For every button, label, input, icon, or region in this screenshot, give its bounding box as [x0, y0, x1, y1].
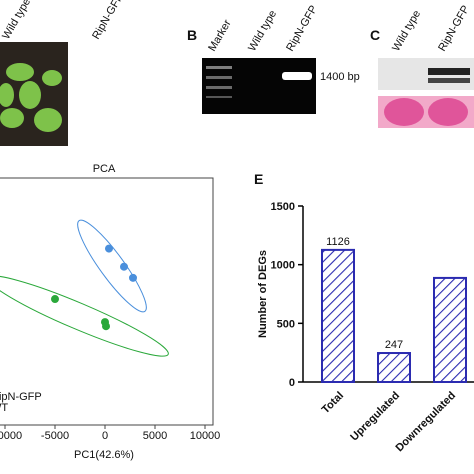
plot-frame	[0, 177, 214, 426]
confidence-ellipse	[0, 275, 169, 357]
y-tick-label: 1000	[271, 260, 295, 272]
sample-label: RipN-GFP	[90, 0, 126, 41]
panel-letter: C	[370, 27, 380, 43]
x-tick-label: Upregulated	[348, 390, 402, 444]
point	[102, 322, 110, 331]
point	[51, 295, 59, 304]
y-axis-label: Number of DEGs	[257, 250, 269, 338]
bar	[433, 276, 467, 383]
x-tick-label: Downregulated	[393, 390, 458, 455]
sample-label: Wild type	[0, 0, 33, 41]
marker-bands	[206, 66, 232, 98]
y-tick-label: 1500	[271, 201, 295, 213]
panel-letter: B	[187, 27, 197, 43]
point	[105, 244, 113, 253]
x-axis-label: PC1(42.6%)	[74, 449, 134, 461]
lane-label: Wild type	[390, 8, 423, 53]
bar	[377, 352, 411, 384]
x-tick-label: Total	[320, 390, 346, 416]
panel-b: B Marker Wild type RipN-GFP 1400 bp	[187, 4, 360, 114]
value-label: 247	[385, 339, 403, 351]
point	[120, 262, 128, 271]
panel-letter: E	[254, 171, 263, 187]
lane-label: Wild type	[246, 8, 279, 53]
x-tick-label: 0	[102, 430, 108, 442]
gel-band	[282, 72, 312, 80]
rosettes	[0, 63, 62, 132]
blot-band	[428, 68, 470, 75]
lane-label: RipN-GFP	[436, 4, 472, 54]
y-tick-label: 500	[277, 318, 295, 330]
blot-band	[428, 78, 470, 83]
x-tick-label: 5000	[143, 430, 167, 442]
lane-label: Marker	[206, 18, 234, 54]
stain-spot	[428, 98, 468, 126]
x-tick-label: -10000	[0, 430, 22, 442]
lane-label: RipN-GFP	[284, 4, 320, 54]
panel-e: E Number of DEGs 0 500 1000 1500 1126 Total 24…	[254, 171, 474, 454]
panel-c: C Wild type RipN-GFP	[370, 4, 474, 128]
x-tick-label: -5000	[41, 430, 69, 442]
legend-label: WT	[0, 402, 8, 414]
chart-title: PCA	[93, 163, 116, 175]
x-tick-label: 10000	[190, 430, 221, 442]
legend-label: RipN-GFP	[0, 391, 42, 403]
confidence-ellipse	[77, 219, 147, 313]
point	[129, 273, 137, 282]
y-tick-label: 0	[289, 377, 295, 389]
value-label: 1126	[326, 236, 350, 248]
stain-spot	[384, 98, 424, 126]
panel-d: PCA PC1(42.6%) -10000 -5000 0 5000 10000 RipN…	[0, 163, 220, 461]
band-size: 1400 bp	[320, 71, 360, 83]
panel-a: Wild type RipN-GFP	[0, 0, 126, 146]
bar	[321, 248, 355, 383]
